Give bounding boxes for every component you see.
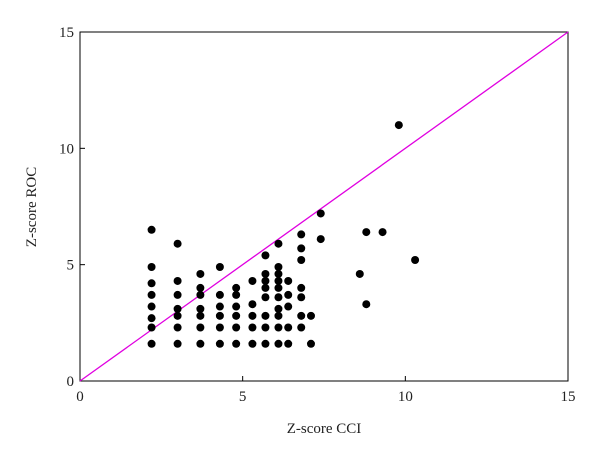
scatter-point (284, 302, 293, 311)
y-tick-label: 5 (67, 258, 75, 274)
scatter-point (274, 304, 283, 313)
scatter-point (232, 311, 241, 320)
scatter-point (147, 225, 156, 234)
scatter-point (284, 276, 293, 285)
scatter-point (274, 323, 283, 332)
y-axis-label: Z-score ROC (24, 167, 40, 247)
scatter-point (196, 311, 205, 320)
scatter-point (196, 323, 205, 332)
scatter-point (362, 300, 371, 309)
scatter-point (147, 262, 156, 271)
scatter-point (232, 339, 241, 348)
x-tick-label: 10 (398, 389, 413, 405)
scatter-point (173, 290, 182, 299)
scatter-point (261, 276, 270, 285)
scatter-point (248, 323, 257, 332)
scatter-point (196, 339, 205, 348)
scatter-point (196, 290, 205, 299)
scatter-point (261, 339, 270, 348)
scatter-point (284, 339, 293, 348)
scatter-point (173, 276, 182, 285)
scatter-point (248, 311, 257, 320)
y-tick-label: 0 (67, 374, 75, 390)
scatter-point (274, 269, 283, 278)
scatter-point (261, 251, 270, 260)
scatter-point (284, 290, 293, 299)
scatter-point (196, 304, 205, 313)
scatter-point (173, 323, 182, 332)
scatter-point (274, 262, 283, 271)
scatter-point (173, 239, 182, 248)
scatter-point (196, 283, 205, 292)
scatter-point (297, 230, 306, 239)
scatter-point (316, 209, 325, 218)
scatter-point (355, 269, 364, 278)
scatter-point (261, 311, 270, 320)
scatter-point (316, 235, 325, 244)
scatter-point (297, 256, 306, 265)
x-tick-label: 5 (239, 389, 247, 405)
scatter-point (306, 339, 315, 348)
scatter-point (173, 339, 182, 348)
scatter-point (232, 283, 241, 292)
scatter-point (261, 269, 270, 278)
y-tick-label: 10 (59, 141, 74, 157)
scatter-point (147, 279, 156, 288)
scatter-point (261, 323, 270, 332)
scatter-point (306, 311, 315, 320)
scatter-point (147, 302, 156, 311)
scatter-point (196, 269, 205, 278)
scatter-point (248, 300, 257, 309)
y-tick-label: 15 (59, 25, 74, 41)
scatter-point (232, 323, 241, 332)
x-tick-label: 15 (561, 389, 576, 405)
scatter-point (297, 311, 306, 320)
scatter-point (147, 314, 156, 323)
scatter-point (215, 323, 224, 332)
scatter-point (215, 290, 224, 299)
scatter-point (147, 290, 156, 299)
plot-frame (79, 31, 569, 382)
scatter-point (411, 256, 420, 265)
scatter-point (261, 283, 270, 292)
x-axis-label: Z-score CCI (287, 421, 362, 437)
scatter-point (274, 283, 283, 292)
scatter-point (232, 290, 241, 299)
reference-line (79, 31, 569, 382)
scatter-point (248, 339, 257, 348)
scatter-point (297, 283, 306, 292)
scatter-point (215, 311, 224, 320)
scatter-point (173, 304, 182, 313)
scatter-point (394, 121, 403, 130)
scatter-point (248, 276, 257, 285)
scatter-point (215, 262, 224, 271)
scatter-point (274, 276, 283, 285)
scatter-point (215, 339, 224, 348)
scatter-point (284, 323, 293, 332)
scatter-point (274, 339, 283, 348)
scatter-point (362, 228, 371, 237)
scatter-point (297, 244, 306, 253)
scatter-point (274, 293, 283, 302)
scatter-point (378, 228, 387, 237)
scatter-point (261, 293, 270, 302)
scatter-point (232, 302, 241, 311)
scatter-point (215, 302, 224, 311)
scatter-point (147, 323, 156, 332)
scatter-point (274, 311, 283, 320)
scatter-point (173, 311, 182, 320)
scatter-point (147, 339, 156, 348)
scatter-point (274, 239, 283, 248)
scatter-point (297, 293, 306, 302)
scatter-point (297, 323, 306, 332)
x-tick-label: 0 (76, 389, 84, 405)
